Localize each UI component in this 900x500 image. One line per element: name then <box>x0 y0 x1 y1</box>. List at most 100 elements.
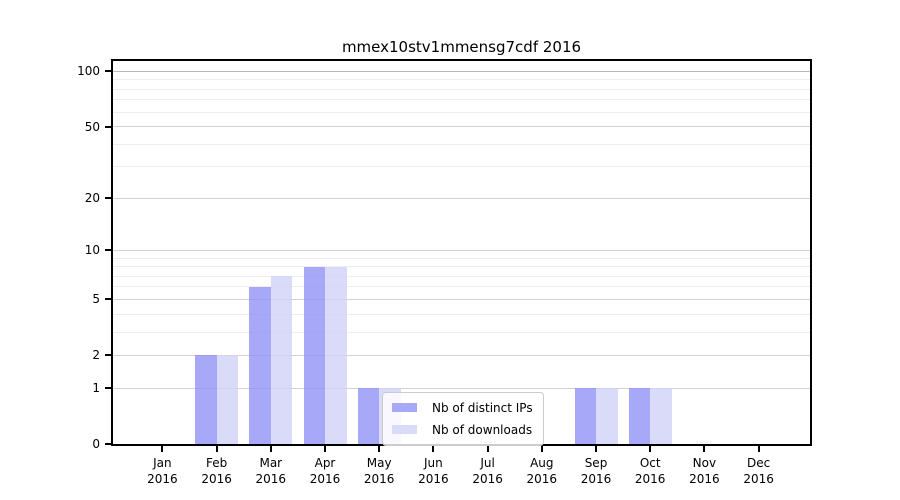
x-tick-month: Aug <box>530 456 554 470</box>
x-tick-mark <box>432 446 435 452</box>
y-tick-mark <box>105 249 111 252</box>
x-tick-label: Jan 2016 <box>130 455 194 487</box>
y-tick-label: 2 <box>92 348 100 363</box>
plot-area <box>111 59 812 446</box>
x-tick-mark <box>757 446 760 452</box>
x-tick-mark <box>324 446 326 452</box>
x-tick-month: Jun <box>424 456 443 470</box>
y-tick-label: 20 <box>84 191 100 206</box>
bar-downloads <box>325 266 347 444</box>
chart-title: mmex10stv1mmensg7cdf 2016 <box>341 38 582 56</box>
y-tick-mark <box>105 387 111 390</box>
y-tick-mark <box>105 125 111 128</box>
y-tick-label: 0 <box>92 437 100 451</box>
x-tick-month: Oct <box>639 456 661 470</box>
x-tick-year: 2016 <box>743 472 774 486</box>
gridline-minor <box>113 313 810 315</box>
y-tick-mark <box>105 70 111 73</box>
x-tick-year: 2016 <box>472 472 503 486</box>
y-tick-mark <box>105 197 111 200</box>
y-tick-mark <box>105 443 111 445</box>
bar-downloads <box>596 388 618 444</box>
gridline-major <box>113 70 810 72</box>
gridline-minor <box>113 275 810 277</box>
x-tick-month: Apr <box>314 456 336 470</box>
bar-distinct-ips <box>628 388 651 444</box>
bar-distinct-ips <box>357 388 380 444</box>
x-tick-mark <box>595 446 597 452</box>
bar-downloads <box>650 388 672 444</box>
gridline-major <box>113 249 810 251</box>
x-tick-year: 2016 <box>634 472 666 486</box>
x-tick-month: Sep <box>584 456 608 470</box>
x-tick-label: Mar 2016 <box>239 455 303 487</box>
x-tick-label: May 2016 <box>347 455 411 487</box>
x-tick-month: Nov <box>692 456 717 470</box>
x-tick-label: Dec 2016 <box>727 455 791 487</box>
bar-downloads <box>216 355 239 444</box>
gridline-minor <box>113 111 810 113</box>
x-tick-year: 2016 <box>201 472 232 486</box>
x-tick-label: Oct 2016 <box>618 455 682 487</box>
x-tick-month: Jan <box>153 456 172 470</box>
x-tick-label: Feb 2016 <box>185 455 249 487</box>
x-tick-year: 2016 <box>580 472 612 486</box>
y-tick-label: 100 <box>77 64 100 79</box>
gridline-minor <box>113 88 810 90</box>
legend-swatch <box>392 425 417 434</box>
gridline-minor <box>113 257 810 259</box>
gridline-minor <box>113 79 810 81</box>
y-tick-label: 5 <box>92 292 100 307</box>
gridline-minor <box>113 99 810 101</box>
x-tick-label: Jun 2016 <box>401 455 465 487</box>
gridline-major <box>113 298 810 300</box>
x-tick-month: Jul <box>480 456 495 470</box>
x-tick-mark <box>649 446 652 452</box>
x-tick-month: May <box>366 456 392 470</box>
x-tick-year: 2016 <box>526 472 558 486</box>
x-tick-mark <box>540 446 543 452</box>
bar-distinct-ips <box>574 388 596 444</box>
legend-entry: Nb of distinct IPs <box>392 398 533 417</box>
x-tick-mark <box>378 446 381 452</box>
x-tick-mark <box>703 446 706 452</box>
gridline-minor <box>113 166 810 168</box>
x-tick-year: 2016 <box>255 472 287 486</box>
y-tick-label: 50 <box>84 119 100 134</box>
y-tick-label: 1 <box>92 381 100 396</box>
x-tick-year: 2016 <box>689 472 720 486</box>
gridline-major <box>113 387 810 389</box>
x-tick-year: 2016 <box>147 472 178 486</box>
x-tick-year: 2016 <box>363 472 395 486</box>
y-tick-mark <box>105 354 111 357</box>
x-tick-label: Sep 2016 <box>564 455 628 487</box>
y-tick-mark <box>105 298 111 301</box>
gridline-major <box>113 126 810 128</box>
bar-distinct-ips <box>303 266 325 444</box>
x-tick-mark <box>486 446 489 452</box>
gridline-minor <box>113 286 810 288</box>
gridline-major <box>113 197 810 199</box>
x-tick-label: Jul 2016 <box>456 455 520 487</box>
gridline-minor <box>113 266 810 268</box>
bar-distinct-ips <box>249 286 271 444</box>
legend-swatch <box>392 403 417 412</box>
x-tick-mark <box>269 446 272 452</box>
gridline-major <box>113 354 810 356</box>
x-tick-label: Nov 2016 <box>672 455 736 487</box>
x-tick-label: Apr 2016 <box>293 455 357 487</box>
bar-downloads <box>270 276 293 444</box>
gridline-minor <box>113 143 810 145</box>
legend-label: Nb of downloads <box>432 422 533 437</box>
legend: Nb of distinct IPs Nb of downloads <box>382 392 544 446</box>
x-tick-label: Aug 2016 <box>510 455 574 487</box>
x-tick-month: Dec <box>746 456 771 470</box>
y-tick-label: 10 <box>84 243 100 258</box>
gridline-minor <box>113 331 810 333</box>
x-tick-mark <box>161 446 164 452</box>
x-tick-mark <box>215 446 218 452</box>
bar-distinct-ips <box>195 355 217 444</box>
legend-label: Nb of distinct IPs <box>432 400 533 415</box>
x-tick-year: 2016 <box>309 472 341 486</box>
